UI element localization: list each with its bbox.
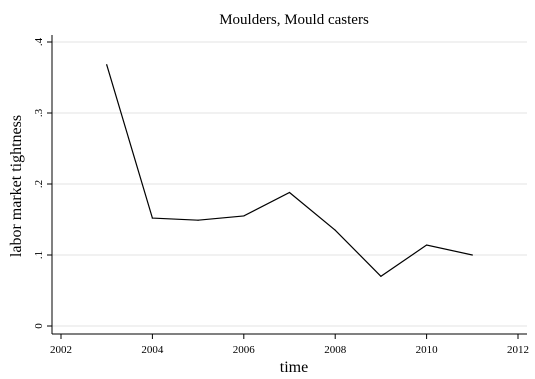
- x-tick-label: 2006: [233, 344, 256, 356]
- y-axis-label: labor market tightness: [8, 115, 25, 257]
- data-point: [243, 215, 245, 217]
- x-tick-label: 2010: [416, 344, 439, 356]
- data-point: [380, 275, 382, 277]
- grid-layer: [52, 41, 527, 327]
- x-tick-label: 2002: [50, 344, 72, 356]
- data-point: [288, 191, 291, 194]
- data-point: [151, 217, 153, 219]
- x-tick-label: 2012: [507, 344, 529, 356]
- chart-title: Moulders, Mould casters: [219, 12, 369, 28]
- x-tick-label: 2008: [324, 344, 347, 356]
- data-point: [471, 254, 473, 256]
- y-tick-label: .3: [33, 108, 45, 117]
- series-line: [106, 64, 473, 278]
- y-tick-label: 0: [33, 323, 45, 329]
- data-point: [426, 244, 428, 246]
- y-tick-label: .1: [33, 251, 45, 259]
- y-tick-label: .4: [33, 37, 45, 46]
- x-tick-label: 2004: [141, 344, 164, 356]
- y-tick-label: .2: [33, 180, 45, 188]
- series-layer: [106, 64, 473, 278]
- data-point: [334, 229, 336, 231]
- data-point: [106, 64, 108, 66]
- data-point: [197, 219, 199, 221]
- x-axis-label: time: [280, 359, 308, 376]
- tick-layer: 0 .1 .2 .3 .4 2002 2004 2006 2008 2010 2012: [33, 37, 529, 356]
